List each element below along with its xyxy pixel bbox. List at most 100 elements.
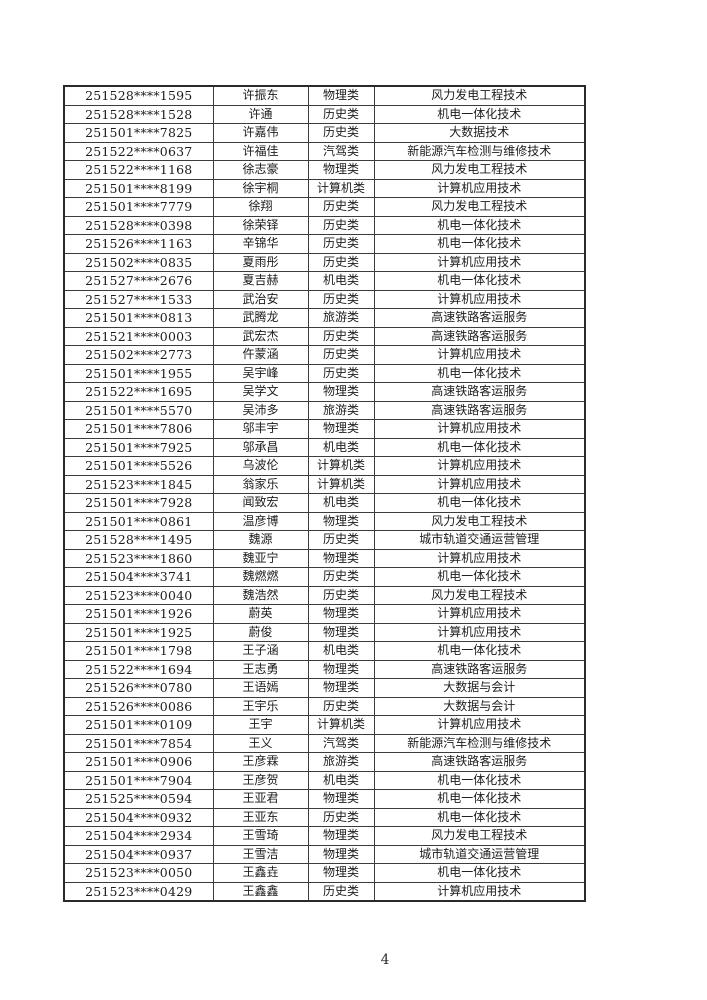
exam-category-cell: 历史类 [307, 234, 375, 254]
table-row: 251501****7925 邬承昌 机电类 机电一体化技术 [63, 437, 586, 457]
candidate-id-cell: 251501****7806 [63, 419, 214, 439]
table-row: 251504****2934 王雪琦 物理类 风力发电工程技术 [63, 826, 586, 846]
page-number: 4 [380, 952, 390, 968]
exam-category-cell: 机电类 [307, 770, 375, 790]
candidate-name-cell: 魏燃燃 [212, 567, 309, 587]
candidate-name-cell: 王宇 [212, 715, 309, 735]
exam-category-cell: 历史类 [307, 585, 375, 605]
exam-category-cell: 机电类 [307, 437, 375, 457]
exam-category-cell: 物理类 [307, 511, 375, 531]
exam-category-cell: 机电类 [307, 493, 375, 513]
candidate-id-cell: 251502****2773 [63, 345, 214, 365]
candidate-name-cell: 夏雨彤 [212, 252, 309, 272]
candidate-id-cell: 251501****7904 [63, 770, 214, 790]
table-row: 251526****1163 辛锦华 历史类 机电一体化技术 [63, 234, 586, 254]
exam-category-cell: 计算机类 [307, 456, 375, 476]
exam-category-cell: 物理类 [307, 789, 375, 809]
candidate-name-cell: 邬承昌 [212, 437, 309, 457]
table-row: 251528****0398 徐荣铎 历史类 机电一体化技术 [63, 215, 586, 235]
admitted-major-cell: 计算机应用技术 [373, 604, 586, 624]
candidate-id-cell: 251501****0861 [63, 511, 214, 531]
table-row: 251522****1694 王志勇 物理类 高速铁路客运服务 [63, 659, 586, 679]
exam-category-cell: 历史类 [307, 530, 375, 550]
candidate-id-cell: 251501****7779 [63, 197, 214, 217]
admitted-major-cell: 计算机应用技术 [373, 178, 586, 198]
candidate-id-cell: 251501****7854 [63, 733, 214, 753]
candidate-id-cell: 251522****1694 [63, 659, 214, 679]
candidate-id-cell: 251501****8199 [63, 178, 214, 198]
candidate-id-cell: 251501****7928 [63, 493, 214, 513]
exam-category-cell: 历史类 [307, 289, 375, 309]
candidate-name-cell: 魏源 [212, 530, 309, 550]
candidate-name-cell: 王彦贺 [212, 770, 309, 790]
candidate-name-cell: 王鑫鑫 [212, 881, 309, 902]
table-row: 251501****7928 闻致宏 机电类 机电一体化技术 [63, 493, 586, 513]
candidate-name-cell: 乌波伦 [212, 456, 309, 476]
candidate-id-cell: 251525****0594 [63, 789, 214, 809]
exam-category-cell: 计算机类 [307, 178, 375, 198]
exam-category-cell: 旅游类 [307, 308, 375, 328]
table-row: 251528****1595 许振东 物理类 风力发电工程技术 [63, 85, 586, 106]
admitted-major-cell: 大数据技术 [373, 123, 586, 143]
admitted-major-cell: 高速铁路客运服务 [373, 326, 586, 346]
admitted-major-cell: 风力发电工程技术 [373, 511, 586, 531]
candidate-name-cell: 许通 [212, 104, 309, 124]
candidate-name-cell: 许福佳 [212, 141, 309, 161]
admitted-major-cell: 高速铁路客运服务 [373, 400, 586, 420]
table-row: 251522****0637 许福佳 汽驾类 新能源汽车检测与维修技术 [63, 141, 586, 161]
candidate-id-cell: 251501****5526 [63, 456, 214, 476]
admitted-major-cell: 机电一体化技术 [373, 807, 586, 827]
table-row: 251504****3741 魏燃燃 历史类 机电一体化技术 [63, 567, 586, 587]
table-row: 251501****5570 吴沛多 旅游类 高速铁路客运服务 [63, 400, 586, 420]
candidate-name-cell: 徐志豪 [212, 160, 309, 180]
candidate-name-cell: 仵蒙涵 [212, 345, 309, 365]
table-row: 251501****8199 徐宇桐 计算机类 计算机应用技术 [63, 178, 586, 198]
candidate-name-cell: 武治安 [212, 289, 309, 309]
admitted-major-cell: 计算机应用技术 [373, 881, 586, 902]
candidate-name-cell: 徐翔 [212, 197, 309, 217]
table-row: 251501****1955 吴宇峰 历史类 机电一体化技术 [63, 363, 586, 383]
candidate-name-cell: 王雪洁 [212, 844, 309, 864]
admitted-major-cell: 风力发电工程技术 [373, 585, 586, 605]
admitted-major-cell: 计算机应用技术 [373, 715, 586, 735]
candidate-name-cell: 王亚君 [212, 789, 309, 809]
exam-category-cell: 旅游类 [307, 752, 375, 772]
table-row: 251501****0906 王彦霖 旅游类 高速铁路客运服务 [63, 752, 586, 772]
admitted-major-cell: 计算机应用技术 [373, 345, 586, 365]
candidate-name-cell: 魏亚宁 [212, 548, 309, 568]
candidate-id-cell: 251522****1168 [63, 160, 214, 180]
admitted-major-cell: 机电一体化技术 [373, 863, 586, 883]
admission-roster-table: 251528****1595 许振东 物理类 风力发电工程技术 251528****15… [63, 85, 586, 902]
table-row: 251501****7825 许嘉伟 历史类 大数据技术 [63, 123, 586, 143]
admitted-major-cell: 大数据与会计 [373, 678, 586, 698]
candidate-id-cell: 251523****0040 [63, 585, 214, 605]
admitted-major-cell: 高速铁路客运服务 [373, 382, 586, 402]
candidate-id-cell: 251523****0429 [63, 881, 214, 902]
table-row: 251501****7904 王彦贺 机电类 机电一体化技术 [63, 770, 586, 790]
exam-category-cell: 机电类 [307, 641, 375, 661]
admitted-major-cell: 机电一体化技术 [373, 493, 586, 513]
exam-category-cell: 计算机类 [307, 474, 375, 494]
admitted-major-cell: 风力发电工程技术 [373, 826, 586, 846]
admitted-major-cell: 机电一体化技术 [373, 789, 586, 809]
exam-category-cell: 物理类 [307, 160, 375, 180]
candidate-name-cell: 王义 [212, 733, 309, 753]
admitted-major-cell: 计算机应用技术 [373, 474, 586, 494]
table-row: 251501****0861 温彦博 物理类 风力发电工程技术 [63, 511, 586, 531]
candidate-id-cell: 251521****0003 [63, 326, 214, 346]
candidate-id-cell: 251501****1955 [63, 363, 214, 383]
candidate-name-cell: 吴学文 [212, 382, 309, 402]
candidate-id-cell: 251522****1695 [63, 382, 214, 402]
exam-category-cell: 物理类 [307, 844, 375, 864]
exam-category-cell: 历史类 [307, 696, 375, 716]
table-row: 251501****0813 武腾龙 旅游类 高速铁路客运服务 [63, 308, 586, 328]
admitted-major-cell: 机电一体化技术 [373, 437, 586, 457]
table-row: 251522****1168 徐志豪 物理类 风力发电工程技术 [63, 160, 586, 180]
table-row: 251501****7854 王义 汽驾类 新能源汽车检测与维修技术 [63, 733, 586, 753]
candidate-id-cell: 251528****1528 [63, 104, 214, 124]
admitted-major-cell: 机电一体化技术 [373, 234, 586, 254]
admitted-major-cell: 风力发电工程技术 [373, 85, 586, 106]
table-row: 251501****5526 乌波伦 计算机类 计算机应用技术 [63, 456, 586, 476]
candidate-name-cell: 蔚俊 [212, 622, 309, 642]
